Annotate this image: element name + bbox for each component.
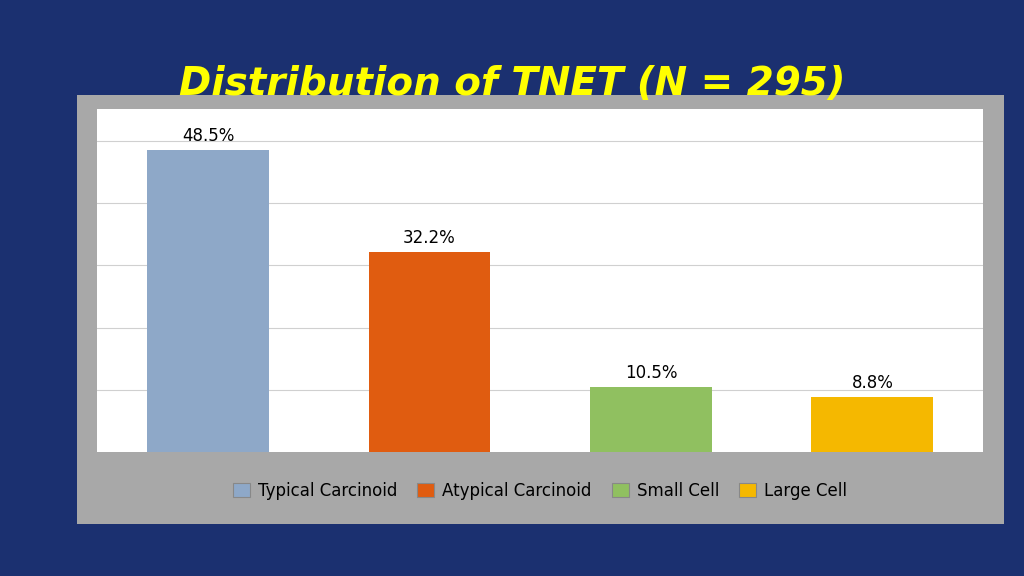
Text: 32.2%: 32.2% xyxy=(403,229,456,247)
Bar xyxy=(147,150,269,452)
Text: 10.5%: 10.5% xyxy=(625,364,677,382)
Text: Distribution of TNET (N = 295): Distribution of TNET (N = 295) xyxy=(179,65,845,103)
Legend: Typical Carcinoid, Atypical Carcinoid, Small Cell, Large Cell: Typical Carcinoid, Atypical Carcinoid, S… xyxy=(233,482,847,500)
Text: 48.5%: 48.5% xyxy=(182,127,234,145)
Bar xyxy=(590,386,712,452)
Text: 8.8%: 8.8% xyxy=(851,374,893,392)
Bar xyxy=(811,397,933,452)
Bar xyxy=(369,252,490,452)
